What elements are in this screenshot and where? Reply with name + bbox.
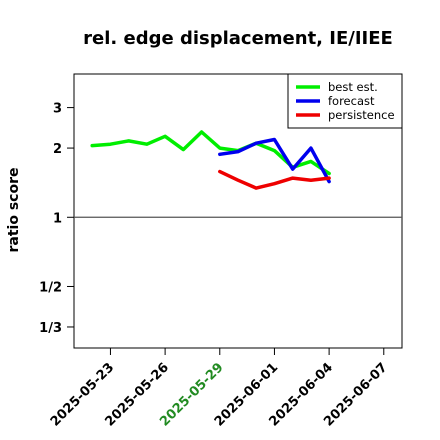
y-tick-label: 2: [53, 142, 62, 157]
y-tick-label: 1/2: [39, 280, 62, 295]
series-line-persistence: [218, 169, 331, 190]
series-line-forecast: [218, 137, 331, 184]
y-tick-label: 3: [53, 102, 62, 117]
legend-label: best est.: [328, 80, 378, 94]
y-axis-label: ratio score: [6, 168, 22, 253]
chart-title: rel. edge displacement, IE/IIEE: [83, 28, 393, 49]
y-tick-label: 1: [53, 211, 62, 226]
legend-label: persistence: [328, 108, 395, 122]
y-tick-label: 1/3: [39, 321, 62, 336]
legend-label: forecast: [328, 94, 375, 108]
plot-frame: [73, 73, 403, 349]
